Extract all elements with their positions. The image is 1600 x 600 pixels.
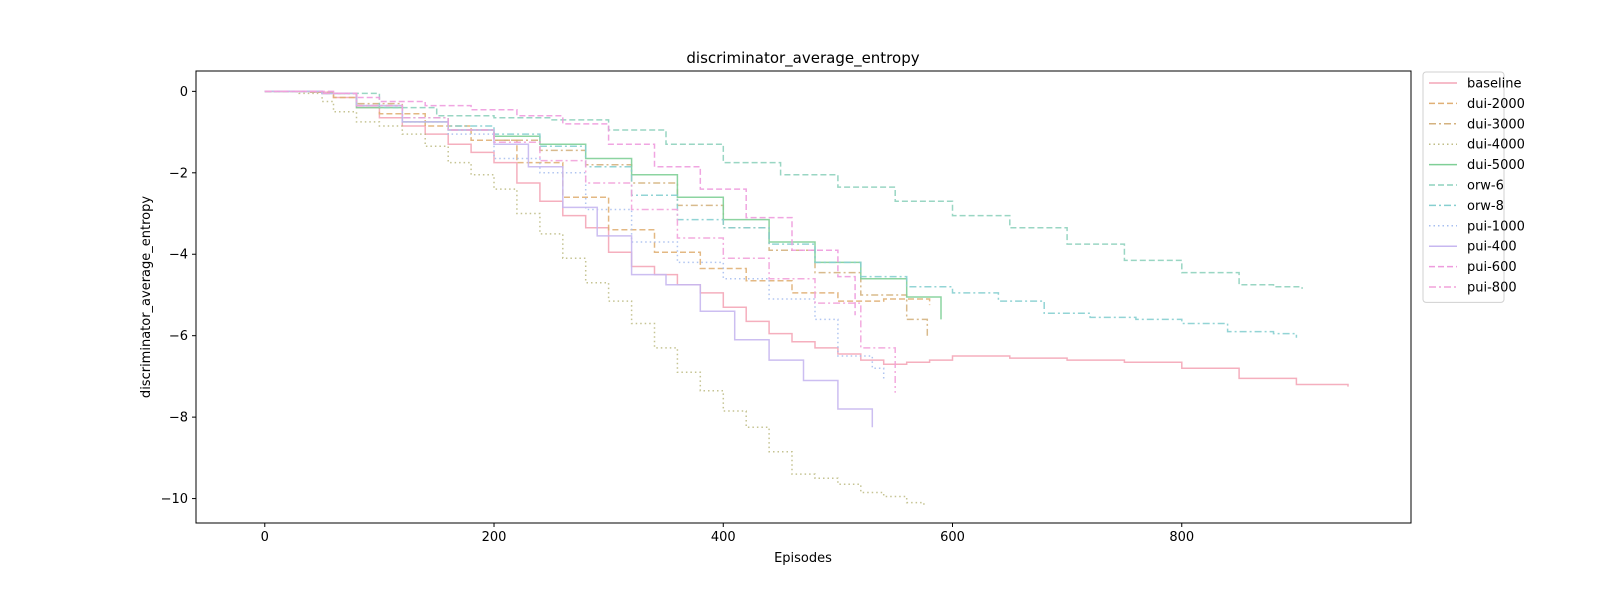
y-tick-label: −2 — [169, 166, 188, 181]
x-tick-label: 0 — [261, 530, 269, 545]
y-tick-label: 0 — [180, 85, 188, 100]
legend-label: dui-4000 — [1467, 138, 1525, 153]
x-axis-label: Episodes — [774, 551, 832, 566]
y-tick-label: −8 — [169, 411, 188, 426]
x-tick-label: 800 — [1169, 530, 1194, 545]
legend-label: pui-400 — [1467, 240, 1517, 255]
y-tick-label: −6 — [169, 329, 188, 344]
legend: baseline dui-2000 dui-3000 dui-4000 dui-5000… — [1422, 71, 1525, 303]
plot-frame — [195, 70, 1412, 524]
legend-label: pui-1000 — [1467, 219, 1525, 234]
y-tick-label: −4 — [169, 248, 188, 263]
series-layer — [264, 90, 1349, 506]
legend-box — [1422, 71, 1505, 303]
legend-label: dui-3000 — [1467, 117, 1525, 132]
y-axis-label: discriminator_average_entropy — [139, 196, 154, 398]
series-line-pui-800 — [264, 90, 896, 393]
chart-title: discriminator_average_entropy — [686, 49, 919, 68]
series-line-pui-400 — [264, 90, 874, 428]
legend-label: orw-8 — [1467, 199, 1504, 214]
series-line-pui-1000 — [264, 90, 885, 381]
y-tick-label: −10 — [161, 492, 188, 507]
legend-label: baseline — [1467, 77, 1521, 92]
legend-label: dui-2000 — [1467, 97, 1525, 112]
legend-label: dui-5000 — [1467, 158, 1525, 173]
legend-label: orw-6 — [1467, 179, 1504, 194]
x-tick-label: 400 — [711, 530, 736, 545]
series-line-orw-6 — [264, 90, 1303, 289]
series-line-pui-600 — [264, 90, 856, 316]
legend-label: pui-800 — [1467, 281, 1517, 296]
x-tick-label: 200 — [482, 530, 507, 545]
x-axis: 0 200 400 600 800 — [261, 523, 1194, 545]
y-axis: 0 −2 −4 −6 −8 −10 — [161, 85, 196, 507]
x-tick-label: 600 — [940, 530, 965, 545]
legend-label: pui-600 — [1467, 260, 1517, 275]
